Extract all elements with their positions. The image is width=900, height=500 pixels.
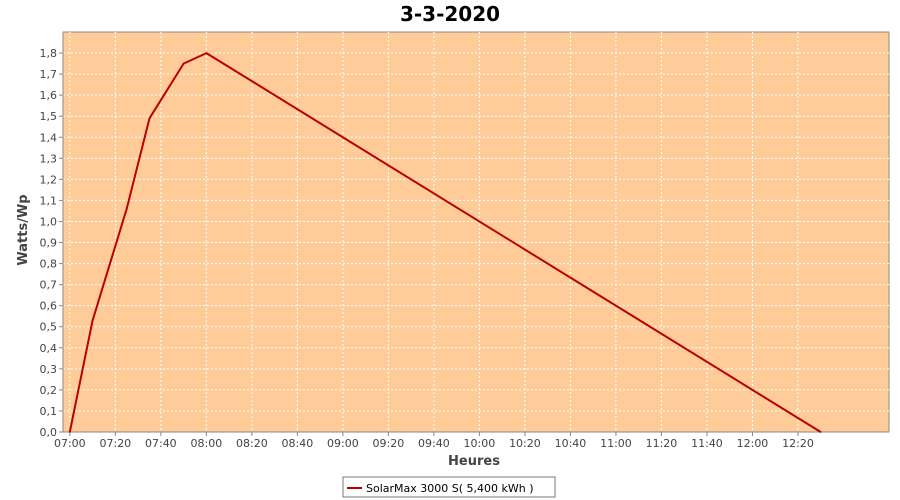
x-tick-label: 08:40: [282, 437, 314, 450]
x-axis: 07:00 07:20 07:40 08:00 08:20 08:40 09:00 09:20…: [54, 431, 889, 450]
y-tick-label: 1,6: [40, 89, 58, 102]
x-tick-label: 11:40: [691, 437, 723, 450]
y-tick-label: 0,9: [40, 237, 58, 250]
x-tick-label: 10:00: [464, 437, 496, 450]
series-layer: [68, 52, 822, 433]
x-tick-label: 09:20: [373, 437, 405, 450]
chart-title: 3-3-2020: [400, 2, 500, 26]
x-tick-label: 08:20: [236, 437, 268, 450]
data-point: [69, 431, 71, 433]
legend: SolarMax 3000 S( 5,400 kWh ): [342, 476, 556, 498]
y-tick-label: 1,8: [40, 47, 58, 60]
grid: [63, 32, 889, 432]
x-tick-label: 10:20: [509, 437, 541, 450]
x-tick-label: 12:20: [782, 437, 814, 450]
data-point: [91, 319, 94, 322]
x-tick-label: 11:00: [600, 437, 632, 450]
data-point: [182, 62, 185, 65]
data-point: [125, 208, 128, 210]
y-tick-label: 1,3: [40, 152, 58, 165]
y-tick-label: 0,6: [40, 300, 58, 313]
data-point: [819, 431, 822, 433]
x-tick-label: 09:00: [327, 437, 359, 450]
y-tick-label: 0,7: [40, 279, 58, 292]
y-tick-label: 1,7: [40, 68, 58, 81]
x-tick-label: 08:00: [191, 437, 223, 450]
x-tick-label: 07:00: [54, 437, 86, 450]
y-tick-label: 1,4: [40, 131, 58, 144]
x-axis-label: Heures: [448, 454, 500, 469]
x-tick-label: 11:20: [646, 437, 678, 450]
x-tick-label: 10:40: [555, 437, 587, 450]
y-tick-label: 0,4: [40, 342, 58, 355]
y-tick-label: 1,2: [40, 173, 58, 186]
y-tick-label: 1,5: [40, 110, 58, 123]
y-tick-label: 0,8: [40, 258, 58, 271]
y-tick-label: 0,1: [40, 405, 58, 418]
plot-area: [62, 31, 890, 433]
y-tick-label: 1,1: [40, 194, 58, 207]
y-axis-label: Watts/Wp: [16, 194, 31, 265]
y-tick-label: 0,2: [40, 384, 58, 397]
data-point: [205, 52, 208, 54]
legend-label: SolarMax 3000 S( 5,400 kWh ): [366, 482, 534, 495]
y-axis: 0,0 0,1 0,2 0,3 0,4 0,5 0,6 0,7 0,8 0,9 1,0 1,1 1,2 1…: [40, 32, 64, 439]
y-tick-label: 1,0: [40, 215, 58, 228]
y-tick-label: 0,3: [40, 363, 58, 376]
x-tick-label: 07:40: [145, 437, 177, 450]
y-tick-label: 0,5: [40, 321, 58, 334]
x-tick-label: 12:00: [737, 437, 769, 450]
y-tick-label: 0,0: [40, 426, 58, 439]
legend-box: [342, 476, 556, 498]
x-tick-label: 09:40: [418, 437, 450, 450]
x-tick-label: 07:20: [99, 437, 131, 450]
data-point: [148, 117, 151, 120]
